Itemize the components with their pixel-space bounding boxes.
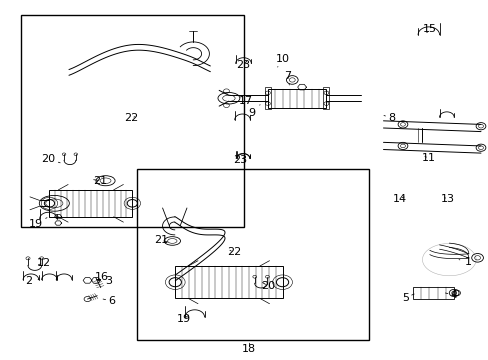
Text: 6: 6 [103, 296, 115, 306]
Text: 12: 12 [37, 258, 51, 268]
Text: 20: 20 [41, 154, 60, 164]
Text: 14: 14 [392, 194, 406, 204]
Text: 23: 23 [233, 155, 247, 165]
Text: 22: 22 [124, 113, 138, 123]
Text: 22: 22 [226, 247, 241, 257]
Text: 9: 9 [247, 105, 260, 118]
Text: 15: 15 [422, 24, 436, 35]
Text: 13: 13 [440, 194, 454, 204]
Text: 19: 19 [176, 314, 190, 324]
Text: 7: 7 [283, 71, 290, 85]
Text: 21: 21 [93, 176, 107, 186]
Text: 20: 20 [260, 281, 274, 291]
Text: 10: 10 [275, 54, 289, 67]
Text: 17: 17 [239, 96, 252, 106]
Text: 5: 5 [401, 293, 413, 303]
Text: 3: 3 [98, 276, 112, 286]
Text: 1: 1 [458, 257, 471, 267]
Text: 2: 2 [25, 276, 40, 286]
Text: 18: 18 [242, 343, 256, 354]
Text: 8: 8 [383, 113, 394, 123]
Text: 19: 19 [29, 218, 47, 229]
Text: 11: 11 [421, 153, 435, 163]
Text: 4: 4 [445, 291, 457, 301]
Text: 23: 23 [236, 60, 250, 70]
Text: 16: 16 [95, 272, 109, 282]
Text: 21: 21 [154, 235, 168, 245]
